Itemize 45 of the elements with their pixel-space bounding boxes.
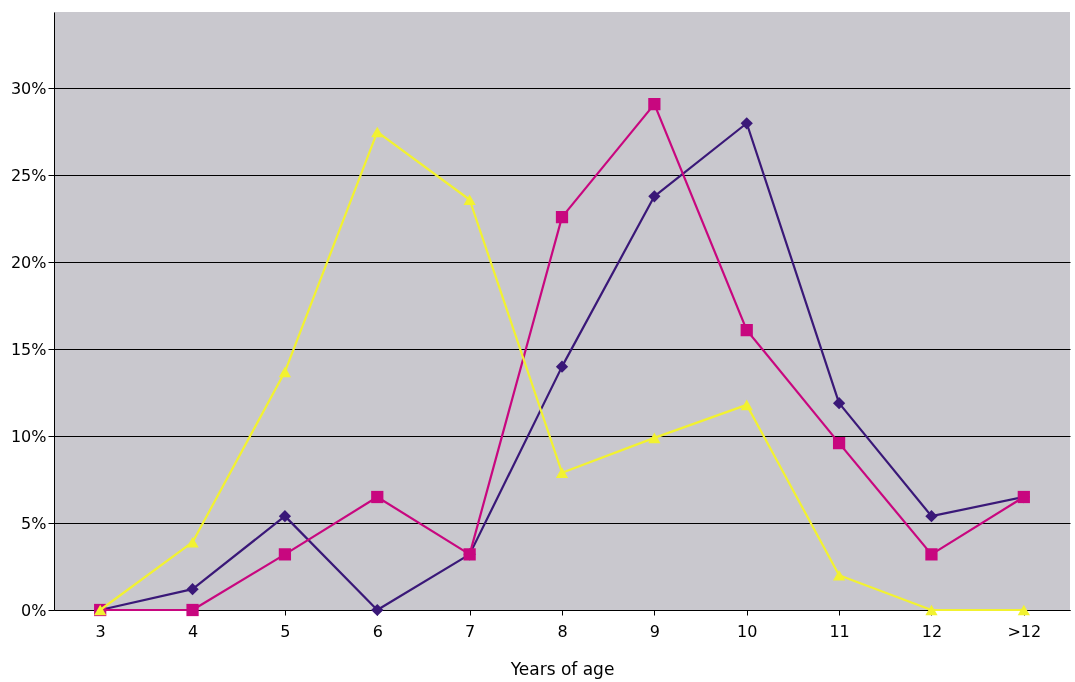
- point: [371, 603, 384, 617]
- y-tick-label: 10%: [10, 426, 47, 446]
- y-tick-label: 25%: [10, 165, 47, 185]
- x-tick-label: 9: [649, 621, 660, 641]
- x-tick-label: 8: [557, 621, 568, 641]
- x-tick-label: 11: [829, 621, 850, 641]
- point: [186, 583, 199, 596]
- point: [925, 548, 938, 561]
- point: [832, 569, 846, 581]
- x-tick-label: 4: [187, 621, 199, 641]
- point: [925, 510, 938, 523]
- y-tick-label: 0%: [21, 600, 47, 620]
- point: [740, 117, 753, 130]
- point: [648, 432, 661, 444]
- point: [278, 366, 292, 378]
- x-tick-label: 10: [737, 621, 758, 641]
- point: [740, 399, 753, 411]
- point: [740, 324, 753, 337]
- x-tick-label: 12: [921, 621, 943, 641]
- x-tick-label: 6: [372, 621, 383, 641]
- y-tick-label: 15%: [10, 339, 47, 359]
- point: [186, 603, 199, 617]
- point: [832, 436, 846, 450]
- point: [1017, 604, 1030, 616]
- point: [925, 604, 938, 616]
- point: [648, 190, 661, 203]
- x-tick-label: 7: [465, 621, 476, 641]
- point: [371, 126, 384, 138]
- point: [555, 360, 569, 373]
- point: [278, 548, 292, 561]
- x-tick-label: 3: [95, 621, 106, 641]
- x-tick-label: 5: [280, 621, 291, 641]
- x-tick-label: >12: [1007, 621, 1042, 641]
- x-axis-title: Years of age: [509, 658, 615, 679]
- point: [832, 397, 846, 410]
- point: [278, 510, 292, 523]
- point: [463, 194, 476, 206]
- y-tick-label: 5%: [21, 513, 47, 533]
- point: [555, 467, 569, 478]
- point: [371, 490, 384, 504]
- point: [186, 536, 199, 548]
- y-tick-label: 30%: [10, 78, 47, 98]
- point: [555, 211, 569, 224]
- y-tick-label: 20%: [10, 252, 47, 272]
- point: [648, 98, 661, 111]
